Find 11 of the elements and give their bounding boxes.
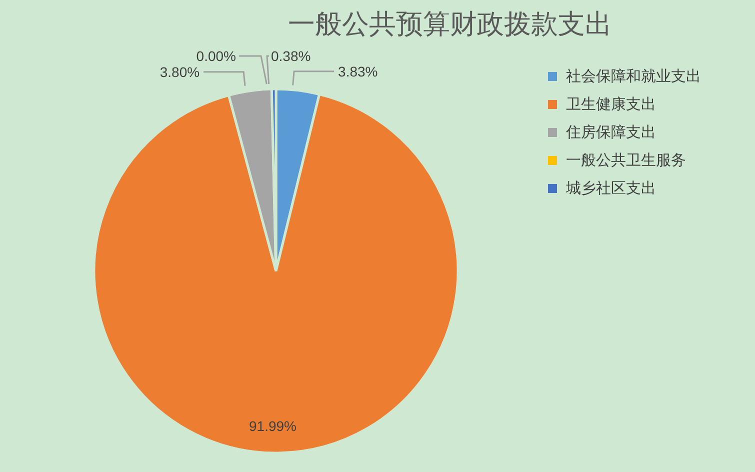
legend-label: 社会保障和就业支出 [566,66,701,86]
legend-label: 一般公共卫生服务 [566,150,686,170]
data-label: 3.80% [160,64,200,80]
text: 0.00% [196,48,236,64]
legend-label: 住房保障支出 [566,122,656,142]
chart-title: 一般公共预算财政拨款支出 [287,8,613,41]
data-label: 0.38% [271,48,311,64]
legend-label: 城乡社区支出 [566,178,656,198]
data-label: 3.83% [338,63,378,80]
data-label: 91.99% [249,418,297,434]
legend-label: 卫生健康支出 [566,94,656,114]
